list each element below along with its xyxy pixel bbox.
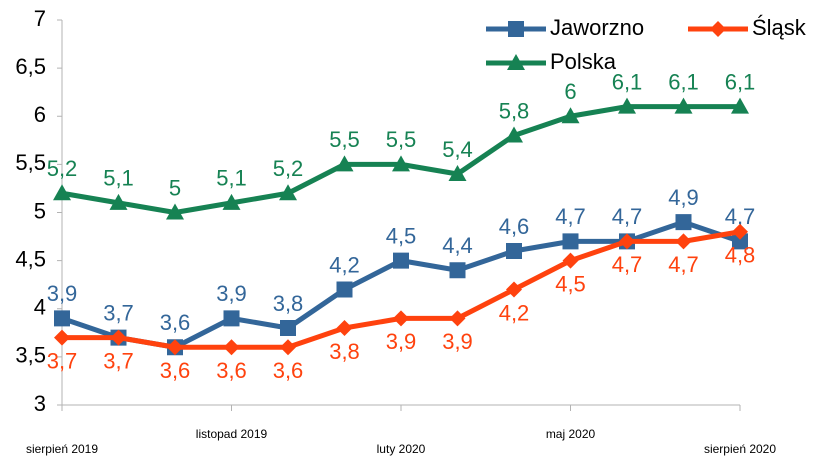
data-point [280,339,296,356]
y-tick-label: 6 [34,102,46,127]
y-tick-label: 3,5 [15,343,46,368]
data-label: 3,9 [442,329,473,354]
x-tick-label: luty 2020 [377,442,426,456]
data-point [732,223,748,240]
x-tick-label: maj 2020 [546,427,596,441]
data-label: 4,7 [668,252,699,277]
data-point [393,252,409,269]
data-point [674,97,693,114]
data-label: 5,8 [499,98,530,123]
data-label: 5 [169,175,181,200]
data-point [448,165,467,181]
y-tick-label: 7 [34,6,46,31]
data-label: 4,2 [499,300,530,325]
data-label: 3,9 [386,329,417,354]
y-tick-label: 5,5 [15,150,46,175]
x-tick-label: sierpień 2019 [26,442,98,456]
data-label: 5,1 [103,166,134,191]
data-point [166,203,184,220]
data-point [222,193,241,210]
data-label: 6,1 [725,69,756,94]
data-point [392,155,410,172]
data-point [336,320,353,336]
data-label: 5,2 [273,156,304,181]
data-label: 3,9 [47,281,78,306]
legend-label: Jaworzno [550,15,644,40]
legend-marker [710,21,726,37]
data-point [279,184,297,201]
data-point [731,97,749,114]
data-point [562,252,579,269]
legend-marker [507,54,525,70]
data-point [675,233,692,250]
data-point [675,214,692,231]
x-tick-label: sierpień 2020 [704,442,776,456]
data-label: 3,8 [273,291,304,316]
data-label: 3,6 [160,310,191,335]
data-point [223,310,240,327]
data-point [53,184,71,201]
data-label: 4,4 [442,233,473,258]
data-label: 5,4 [442,137,473,162]
data-label: 3,7 [103,348,134,373]
data-point [619,233,635,250]
y-tick-label: 3 [34,391,46,416]
data-point [109,193,128,210]
data-point [561,107,580,124]
data-point [562,233,579,250]
data-point [449,310,466,327]
data-label: 5,1 [216,166,247,191]
data-label: 3,7 [47,348,78,373]
data-label: 3,6 [160,358,191,383]
data-label: 3,7 [103,300,134,325]
data-label: 4,9 [668,185,699,210]
x-tick-label: listopad 2019 [196,427,268,441]
data-label: 3,8 [329,339,360,364]
data-point [280,320,296,336]
data-point [335,155,354,172]
data-label: 3,6 [216,358,247,383]
data-point [223,339,240,356]
legend-label: Śląsk [752,15,807,40]
data-label: 4,7 [555,204,586,229]
data-label: 6 [564,79,576,104]
data-point [449,262,466,279]
data-label: 4,7 [612,204,643,229]
data-label: 4,7 [612,252,643,277]
y-tick-label: 6,5 [15,54,46,79]
data-point [336,281,353,298]
data-label: 5,5 [386,127,417,152]
y-tick-label: 4,5 [15,246,46,271]
legend-label: Polska [550,49,617,74]
data-point [110,329,127,346]
data-label: 5,2 [47,156,78,181]
data-point [54,310,70,327]
data-label: 4,6 [499,214,530,239]
data-label: 4,5 [555,271,586,296]
data-point [505,126,523,143]
y-tick-label: 4 [34,295,46,320]
data-point [618,97,636,114]
data-point [506,281,522,298]
y-tick-label: 5 [34,198,46,223]
data-label: 4,5 [386,223,417,248]
data-point [167,339,183,356]
data-label: 6,1 [668,69,699,94]
data-point [732,233,748,250]
legend-marker [508,21,524,37]
data-label: 6,1 [612,69,643,94]
data-point [393,310,409,327]
data-point [506,243,522,259]
data-label: 5,5 [329,127,360,152]
data-label: 3,6 [273,358,304,383]
data-point [54,329,70,346]
data-label: 4,8 [725,243,756,268]
data-label: 4,2 [329,252,360,277]
data-label: 3,9 [216,281,247,306]
